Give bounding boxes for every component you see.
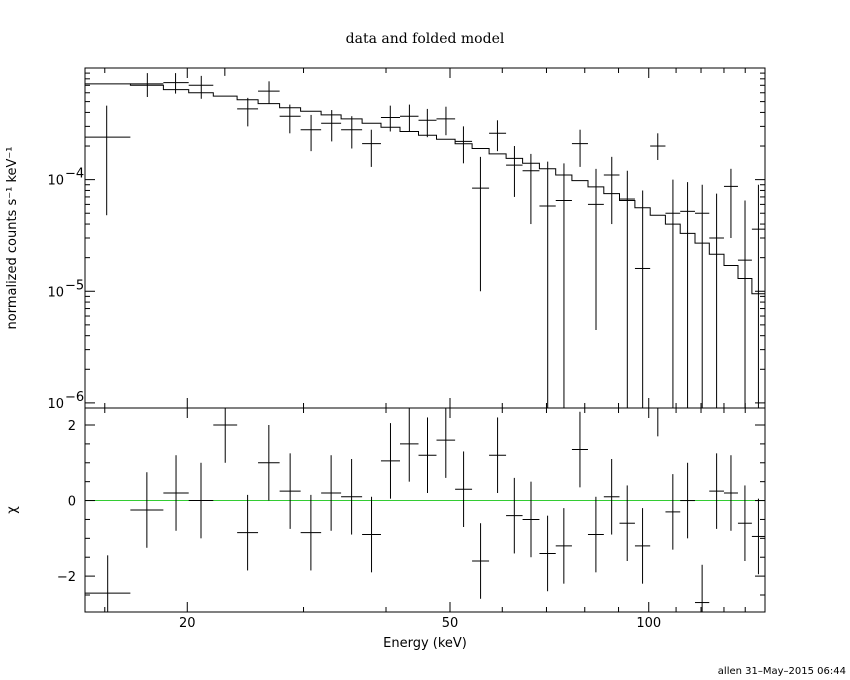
data-point <box>362 129 381 167</box>
residual-point <box>258 425 280 501</box>
residual-point <box>418 417 437 493</box>
data-point <box>665 179 681 408</box>
data-point <box>258 81 280 104</box>
residual-point <box>188 462 214 539</box>
data-point <box>163 73 189 94</box>
x-tick-label: 50 <box>442 616 459 631</box>
residual-point <box>694 564 710 612</box>
data-point <box>694 184 710 408</box>
y-tick-exponent: −6 <box>65 390 84 405</box>
residual-point <box>680 462 695 539</box>
residual-point <box>213 408 238 463</box>
data-point <box>418 108 437 138</box>
residual-point <box>737 485 752 561</box>
residual-point <box>619 485 635 561</box>
data-point <box>436 106 456 136</box>
residual-point <box>130 472 164 548</box>
data-point <box>341 116 363 149</box>
y-tick-label: 10 <box>47 397 64 412</box>
residual-point <box>300 494 322 571</box>
data-point <box>321 110 342 142</box>
data-point <box>737 200 752 408</box>
residual-point <box>571 411 588 488</box>
data-point <box>489 120 507 152</box>
residual-point <box>237 494 259 571</box>
data-point <box>723 168 738 238</box>
data-point <box>85 105 131 216</box>
residual-point <box>321 455 342 531</box>
residual-point <box>163 455 189 531</box>
residual-point <box>603 459 620 535</box>
data-point <box>555 163 572 408</box>
data-point <box>400 104 419 132</box>
residual-point <box>665 474 681 550</box>
residual-point <box>380 423 401 499</box>
residual-point <box>555 508 572 584</box>
y-tick-exponent: −5 <box>65 278 84 293</box>
x-tick-label: 100 <box>636 616 661 631</box>
data-point <box>300 114 322 152</box>
residual-point <box>723 455 738 531</box>
data-point <box>522 153 540 225</box>
data-point <box>709 193 724 408</box>
data-point <box>619 170 635 408</box>
data-point <box>237 97 259 127</box>
y-tick-label: 10 <box>47 285 64 300</box>
data-point <box>130 73 164 97</box>
residual-point <box>506 477 523 554</box>
x-axis-label: Energy (keV) <box>383 636 467 651</box>
bottom-y-axis-ticks: 2 0 −2 <box>57 419 765 596</box>
residual-point <box>587 496 604 573</box>
bottom-panel-frame <box>84 407 766 613</box>
data-point <box>188 75 214 99</box>
residual-point <box>709 453 724 529</box>
data-point <box>634 190 651 408</box>
data-point <box>680 182 695 408</box>
data-point <box>539 161 556 408</box>
residual-point <box>85 555 131 612</box>
residual-point <box>472 523 490 599</box>
y-tick-label: 0 <box>68 495 76 510</box>
chart-title: data and folded model <box>346 31 505 47</box>
residual-point <box>341 459 363 535</box>
residual-point <box>539 515 556 592</box>
data-point <box>650 133 666 160</box>
residual-point <box>362 496 381 573</box>
model-step-line <box>85 83 765 295</box>
y-tick-label: −2 <box>57 570 76 585</box>
data-point <box>380 105 401 132</box>
bottom-y-axis-label: χ <box>5 506 20 514</box>
top-y-axis-label: normalized counts s⁻¹ keV⁻¹ <box>5 147 20 330</box>
residual-point <box>751 498 765 575</box>
residual-point <box>634 508 651 584</box>
data-point <box>279 104 301 134</box>
residual-point <box>522 481 540 558</box>
residual-point <box>489 417 507 493</box>
residual-point <box>400 408 419 482</box>
data-point <box>603 156 620 225</box>
data-point <box>472 156 490 292</box>
data-point <box>751 184 765 408</box>
y-tick-label: 2 <box>68 419 76 434</box>
x-tick-label: 20 <box>179 616 196 631</box>
data-point <box>587 168 604 330</box>
residual-point <box>279 453 301 529</box>
footer-stamp: allen 31–May–2015 06:44 <box>718 666 846 677</box>
residual-panel <box>85 407 765 612</box>
residual-point <box>436 408 456 478</box>
data-point <box>506 146 523 197</box>
data-point <box>571 129 588 167</box>
residual-point <box>455 451 473 527</box>
data-point <box>455 126 473 164</box>
top-y-axis-ticks: 10−410−510−6 <box>47 72 765 412</box>
y-tick-exponent: −4 <box>65 167 84 182</box>
y-tick-label: 10 <box>47 174 64 189</box>
spectrum-panel <box>85 67 765 408</box>
x-axis-ticks: 20 50 100 <box>104 68 766 631</box>
